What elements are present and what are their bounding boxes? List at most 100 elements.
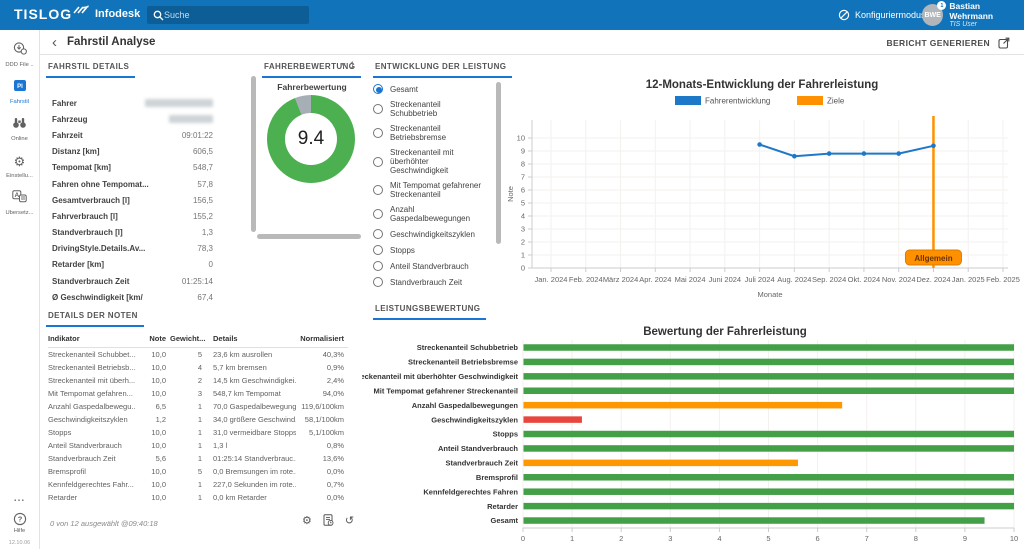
column-header-0[interactable]: Indikator: [48, 331, 136, 348]
table-cell: 5: [197, 466, 202, 476]
search-input[interactable]: [164, 10, 294, 20]
table-cell: 1: [197, 492, 202, 502]
table-history-icon[interactable]: ↺: [344, 515, 355, 527]
x-tick-label: 7: [865, 534, 869, 543]
generate-report-button[interactable]: BERICHT GENERIEREN: [886, 30, 1010, 55]
metric-option-7[interactable]: Stopps: [373, 245, 485, 255]
tab-leistungsbewertung[interactable]: LEISTUNGSBEWERTUNG: [373, 304, 487, 320]
table-row[interactable]: Streckenanteil Schubbet... 10,0 5 23,6 km a…: [48, 348, 348, 361]
sidebar-item-hilfe[interactable]: ? Hilfe: [0, 512, 40, 534]
fahrstil-details-list: Fahrer Fahrzeug Fahrzeit 09:01:22 Distanz [k…: [52, 95, 213, 305]
metric-option-label: Stopps: [390, 245, 415, 255]
metric-option-1[interactable]: Streckenanteil Schubbetrieb: [373, 100, 485, 118]
detail-value: 606,5: [192, 147, 213, 157]
data-point: [792, 153, 797, 159]
sidebar-more-button[interactable]: ...: [13, 493, 26, 504]
back-button[interactable]: ‹: [52, 33, 57, 51]
radio-icon: [373, 156, 383, 167]
metric-option-0[interactable]: Gesamt: [373, 84, 485, 94]
svg-text:?: ?: [17, 515, 22, 524]
table-row[interactable]: Retarder 10,0 1 0,0 km Retarder 0,0%: [48, 491, 348, 504]
score-bar: [523, 344, 1014, 351]
config-mode-label: Konfiguriermodus: [855, 10, 926, 20]
development-line: [759, 143, 934, 158]
table-settings-icon[interactable]: ⚙: [302, 515, 312, 527]
rating-count-dropdown[interactable]: ▼ 1: [340, 60, 355, 70]
x-tick-label: Feb. 2025: [986, 275, 1020, 284]
column-header-2[interactable]: Gewicht...: [170, 331, 206, 348]
score-bar: [523, 401, 843, 409]
sidebar-item-uebersetzer[interactable]: A Übersetz...: [0, 190, 40, 216]
noten-table: Indikator Note Gewicht... Details Normalisie…: [48, 331, 348, 504]
uebersetzer-icon: A: [12, 190, 27, 208]
metric-option-9[interactable]: Standverbrauch Zeit: [373, 277, 485, 287]
detail-label: Fahren ohne Tempomat...: [52, 179, 149, 189]
einstellungen-icon: ⚙: [13, 154, 26, 169]
global-search[interactable]: [147, 6, 309, 24]
sidebar-item-ddd-file[interactable]: DDD File ..: [0, 41, 40, 68]
tab-entwicklung-der-leistung[interactable]: ENTWICKLUNG DER LEISTUNG: [373, 62, 513, 78]
annotation-badge[interactable]: [904, 249, 962, 266]
noten-table-header[interactable]: Indikator Note Gewicht... Details Normalisie…: [48, 331, 348, 348]
app-header: TISLOG ® Infodesk Konfiguriermodus BWE 1…: [0, 0, 1024, 30]
score-bar: [523, 445, 1014, 452]
column-header-4[interactable]: Normalisiert: [296, 331, 348, 348]
table-row[interactable]: Mit Tempomat gefahren... 10,0 3 548,7 km Te…: [48, 387, 348, 400]
metric-option-6[interactable]: Geschwindigkeitszyklen: [373, 229, 485, 239]
config-mode-button[interactable]: Konfiguriermodus: [838, 0, 926, 30]
tab-fahrerbewertung[interactable]: FAHRERBEWERTUNG: [262, 62, 362, 78]
sidebar-item-online[interactable]: Online: [0, 116, 40, 142]
table-row[interactable]: Bremsprofil 10,0 5 0,0 Bremsungen im rote..…: [48, 465, 348, 478]
metric-option-4[interactable]: Mit Tempomat gefahrener Streckenanteil: [373, 181, 485, 199]
table-cell: 14,5 km Geschwindigkei...: [213, 375, 296, 385]
table-row[interactable]: Kennfeldgerechtes Fahr... 10,0 1 227,0 Seku…: [48, 478, 348, 491]
metric-option-label: Anteil Standverbrauch: [390, 261, 469, 271]
x-tick-label: März 2024: [603, 275, 638, 284]
radio-icon: [373, 229, 383, 239]
table-row[interactable]: Anzahl Gaspedalbewegu... 6,5 1 70,0 Gaspeda…: [48, 400, 348, 413]
metric-option-5[interactable]: Anzahl Gaspedalbewegungen: [373, 205, 485, 223]
x-tick-label: 2: [619, 534, 623, 543]
performance-bar-chart: Bewertung der Fahrerleistung 0 1 2 3 4 5 6 7 8 9 10…: [362, 326, 1018, 543]
page-title: Fahrstil Analyse: [67, 36, 156, 48]
table-row[interactable]: Streckenanteil mit überh... 10,0 2 14,5 km …: [48, 374, 348, 387]
table-row[interactable]: Standverbrauch Zeit 5,6 1 01:25:14 Standver…: [48, 452, 348, 465]
detail-label: Fahrverbrauch [l]: [52, 211, 118, 221]
chart-legend[interactable]: Fahrerentwicklung Ziele: [675, 96, 845, 106]
table-cell: 5,1/100km: [308, 427, 344, 437]
tab-fahrstil-details[interactable]: FAHRSTIL DETAILS: [46, 62, 136, 78]
metric-option-8[interactable]: Anteil Standverbrauch: [373, 261, 485, 271]
x-tick-label: Dez. 2024: [916, 275, 950, 284]
annotation-label: Allgemein: [914, 254, 952, 263]
detail-row: Standverbrauch Zeit 01:25:14: [52, 273, 213, 289]
table-row[interactable]: Geschwindigkeitszyklen 1,2 1 34,0 größere G…: [48, 413, 348, 426]
tab-details-der-noten[interactable]: DETAILS DER NOTEN: [46, 311, 144, 327]
detail-row: Fahrer: [52, 95, 213, 111]
rating-hscrollbar[interactable]: [257, 234, 361, 239]
tislog-logo: TISLOG ®: [14, 5, 90, 22]
table-row[interactable]: Anteil Standverbrauch 10,0 1 1,3 l 0,8%: [48, 439, 348, 452]
user-menu[interactable]: BWE 1 Bastian Wehrmann TIS User: [922, 0, 1024, 30]
x-tick-label: Aug. 2024: [777, 275, 811, 284]
sidebar-item-fahrstil[interactable]: PI Fahrstil: [0, 79, 40, 105]
app-version: 12.10.06: [8, 540, 31, 546]
metric-option-2[interactable]: Streckenanteil Betriebsbremse: [373, 124, 485, 142]
table-export-icon[interactable]: [323, 514, 334, 529]
table-cell: 227,0 Sekunden im rote...: [213, 479, 296, 489]
details-scrollbar[interactable]: [251, 76, 256, 232]
x-tick-label: 8: [914, 534, 918, 543]
sidebar-item-einstellungen[interactable]: ⚙ Einstellu...: [0, 153, 40, 179]
detail-row: Fahrzeit 09:01:22: [52, 127, 213, 143]
x-tick-label: 4: [717, 534, 721, 543]
column-header-3[interactable]: Details: [206, 331, 296, 348]
options-scrollbar[interactable]: [496, 82, 501, 244]
table-cell: Retarder: [48, 492, 78, 502]
metric-option-label: Streckenanteil Schubbetrieb: [390, 100, 441, 118]
table-cell: 119,6/100km: [301, 401, 344, 411]
table-cell: Bremsprofil: [48, 466, 86, 476]
table-row[interactable]: Stopps 10,0 1 31,0 vermeidbare Stopps 5,1/10…: [48, 426, 348, 439]
metric-option-3[interactable]: Streckenanteil mit überhöhter Geschwindi…: [373, 148, 485, 175]
column-header-1[interactable]: Note: [136, 331, 170, 348]
table-row[interactable]: Streckenanteil Betriebsb... 10,0 4 5,7 km b…: [48, 361, 348, 374]
